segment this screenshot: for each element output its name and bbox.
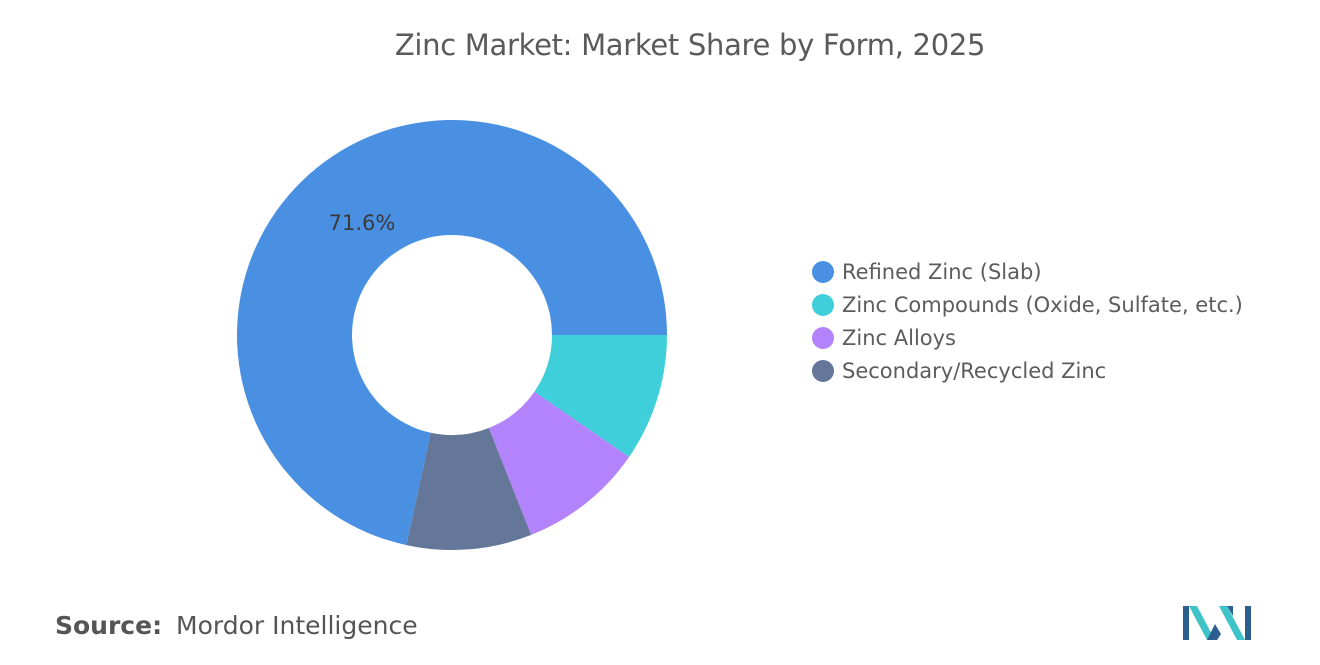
legend-label: Zinc Compounds (Oxide, Sulfate, etc.): [842, 292, 1243, 317]
legend-swatch: [812, 260, 834, 283]
legend-swatch: [812, 326, 834, 349]
chart-legend: Refined Zinc (Slab) Zinc Compounds (Oxid…: [812, 255, 1243, 387]
data-label-refined-zinc: 71.6%: [329, 211, 396, 235]
source-value: Mordor Intelligence: [176, 611, 418, 640]
donut-slice-refined-zinc-slab[interactable]: [237, 120, 667, 546]
legend-item[interactable]: Secondary/Recycled Zinc: [812, 354, 1243, 387]
mordor-intelligence-logo-icon: [1183, 606, 1251, 640]
chart-title: Zinc Market: Market Share by Form, 2025: [394, 28, 986, 62]
legend-label: Zinc Alloys: [842, 325, 957, 350]
legend-swatch: [812, 293, 834, 316]
source-note: Source: Mordor Intelligence: [55, 611, 418, 640]
legend-label: Secondary/Recycled Zinc: [842, 358, 1107, 383]
legend-swatch: [812, 359, 834, 382]
legend-item[interactable]: Zinc Alloys: [812, 321, 1243, 354]
donut-slice-zinc-alloys[interactable]: [488, 391, 630, 535]
legend-label: Refined Zinc (Slab): [842, 259, 1042, 284]
source-label: Source:: [55, 611, 163, 640]
donut-slice-secondary-recycled-zinc[interactable]: [406, 427, 532, 551]
donut-slice-zinc-compounds-oxide-sulfate-etc[interactable]: [534, 335, 667, 457]
legend-item[interactable]: Zinc Compounds (Oxide, Sulfate, etc.): [812, 288, 1243, 321]
legend-item[interactable]: Refined Zinc (Slab): [812, 255, 1243, 288]
donut-slices: [237, 120, 667, 551]
donut-data-labels: 71.6%: [329, 211, 396, 235]
